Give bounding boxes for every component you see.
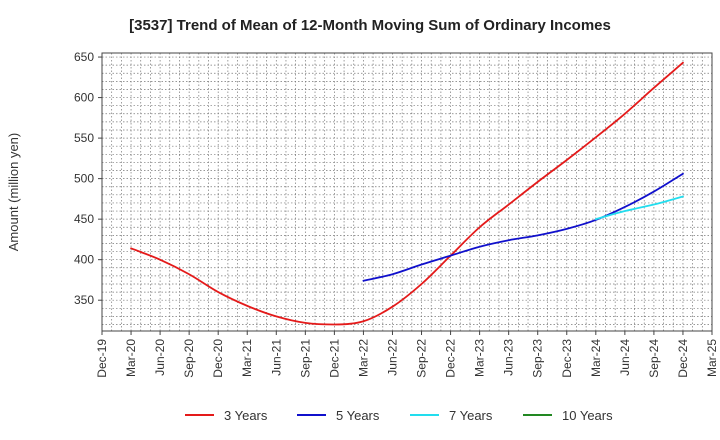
x-tick-label: Sep-24 <box>647 339 661 378</box>
chart-title: [3537] Trend of Mean of 12-Month Moving … <box>129 17 611 34</box>
x-tick-label: Sep-23 <box>531 339 545 378</box>
x-tick-label: Dec-24 <box>676 339 690 378</box>
series-line-7-years <box>594 195 684 221</box>
x-tick-label: Mar-23 <box>473 339 487 377</box>
x-tick-label: Dec-19 <box>95 339 109 378</box>
x-tick-label: Mar-21 <box>240 339 254 377</box>
x-tick-label: Mar-22 <box>356 339 370 377</box>
legend: 3 Years 5 Years 7 Years 10 Years <box>185 408 613 423</box>
y-tick-label: 350 <box>74 293 94 307</box>
legend-label-7-years: 7 Years <box>449 408 493 423</box>
x-tick-label: Dec-21 <box>327 339 341 378</box>
x-tick-label: Sep-20 <box>182 339 196 378</box>
y-tick-label: 650 <box>74 50 94 64</box>
x-tick-label: Dec-22 <box>444 339 458 378</box>
y-axis-label: Amount (million yen) <box>6 133 21 252</box>
y-tick-label: 500 <box>74 172 94 186</box>
x-tick-label: Mar-24 <box>589 339 603 377</box>
y-tick-label: 400 <box>74 253 94 267</box>
x-tick-label: Dec-20 <box>211 339 225 378</box>
x-tick-label: Sep-22 <box>415 339 429 378</box>
series-lines <box>130 61 684 326</box>
x-tick-label: Jun-23 <box>502 339 516 376</box>
x-tick-label: Dec-23 <box>560 339 574 378</box>
y-tick-label: 550 <box>74 131 94 145</box>
x-tick-label: Jun-20 <box>153 339 167 376</box>
series-line-3-years <box>130 61 684 326</box>
x-tick-label: Mar-25 <box>705 339 719 377</box>
legend-label-5-years: 5 Years <box>336 408 380 423</box>
y-axis-ticks: 350 400 450 500 550 600 650 <box>74 50 102 307</box>
series-line-5-years <box>362 172 684 282</box>
x-tick-label: Jun-24 <box>618 339 632 376</box>
x-tick-label: Sep-21 <box>298 339 312 378</box>
y-tick-label: 600 <box>74 91 94 105</box>
x-axis-ticks: Dec-19 Mar-20 Jun-20 Sep-20 Dec-20 Mar-21 Jun-… <box>95 331 719 378</box>
legend-label-3-years: 3 Years <box>224 408 268 423</box>
x-tick-label: Jun-21 <box>269 339 283 376</box>
y-tick-label: 450 <box>74 212 94 226</box>
x-tick-label: Jun-22 <box>385 339 399 376</box>
plot-frame <box>101 52 713 332</box>
grid <box>102 53 712 331</box>
legend-label-10-years: 10 Years <box>562 408 613 423</box>
x-tick-label: Mar-20 <box>124 339 138 377</box>
